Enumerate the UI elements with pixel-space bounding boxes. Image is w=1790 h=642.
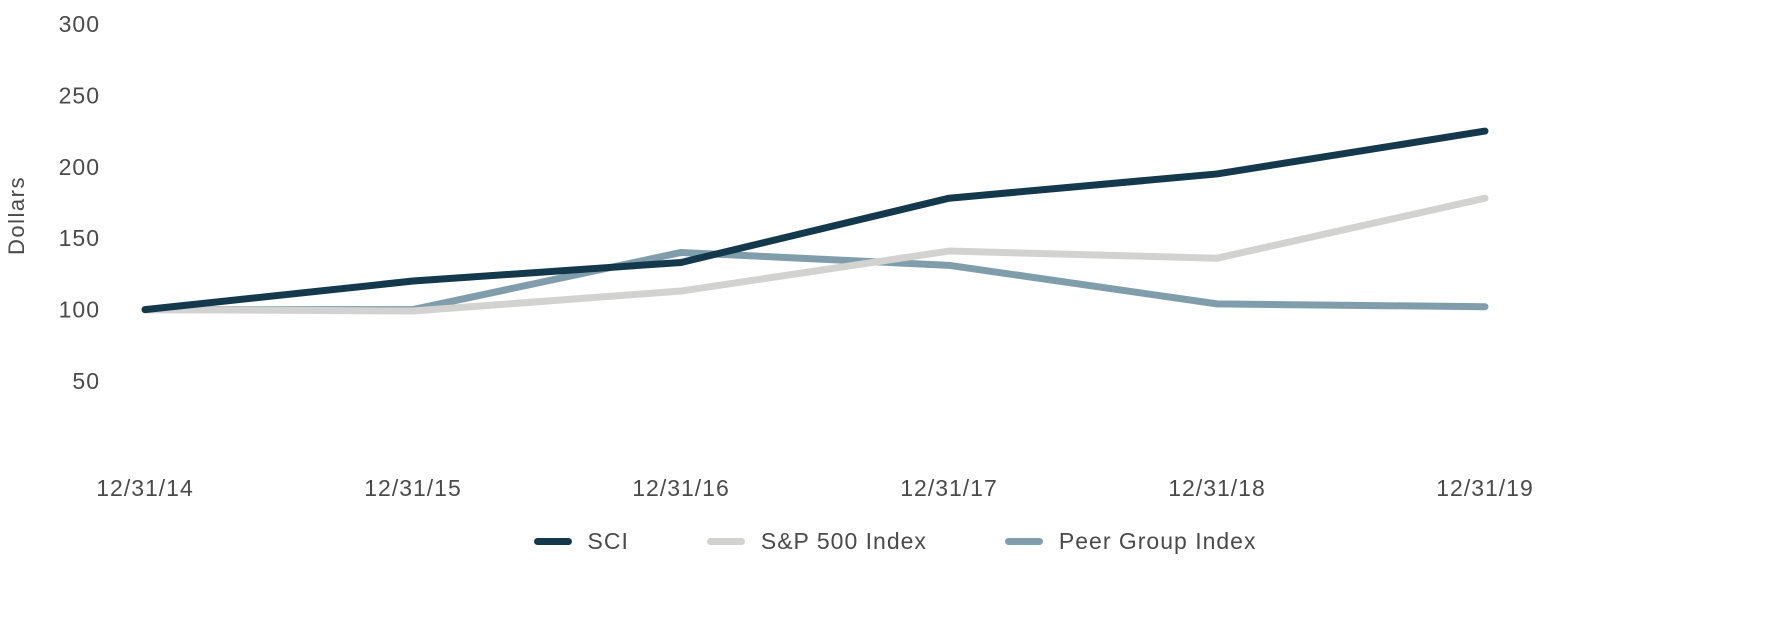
y-tick-label: 300 xyxy=(59,11,100,37)
x-tick-label: 12/31/14 xyxy=(96,475,194,501)
legend-item-sci: SCI xyxy=(533,528,629,555)
legend-swatch-peer-group-index xyxy=(1004,538,1043,545)
series-line-peer-group-index xyxy=(141,248,1489,314)
x-tick-label: 12/31/19 xyxy=(1436,475,1534,501)
y-tick-label: 250 xyxy=(59,82,100,108)
y-tick-label: 50 xyxy=(72,368,100,394)
legend-label-peer-group-index: Peer Group Index xyxy=(1058,528,1257,554)
legend-item-peer-group-index: Peer Group Index xyxy=(1004,528,1257,555)
x-tick-label: 12/31/16 xyxy=(632,475,730,501)
y-tick-label: 200 xyxy=(59,154,100,180)
legend-swatch-sci xyxy=(533,538,572,545)
legend-label-s-p-500-index: S&P 500 Index xyxy=(760,528,927,554)
x-tick-label: 12/31/15 xyxy=(364,475,462,501)
y-tick-label: 100 xyxy=(59,297,100,323)
legend-item-s-p-500-index: S&P 500 Index xyxy=(706,528,927,555)
legend-swatch-s-p-500-index xyxy=(706,538,745,545)
y-tick-label: 150 xyxy=(59,225,100,251)
legend-label-sci: SCI xyxy=(587,528,629,554)
x-tick-label: 12/31/18 xyxy=(1168,475,1266,501)
x-tick-label: 12/31/17 xyxy=(900,475,998,501)
series-line-sci xyxy=(141,127,1489,314)
chart-legend: SCI S&P 500 Index Peer Group Index xyxy=(0,528,1790,555)
series-line-s-p-500-index xyxy=(141,194,1489,315)
